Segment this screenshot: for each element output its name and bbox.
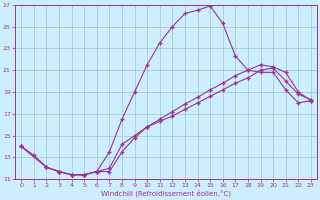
X-axis label: Windchill (Refroidissement éolien,°C): Windchill (Refroidissement éolien,°C) [101, 190, 231, 197]
